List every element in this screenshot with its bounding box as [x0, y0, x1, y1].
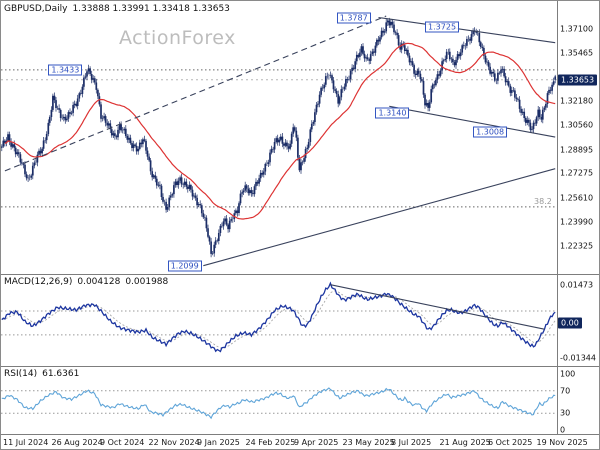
chart-symbol-timeframe: GBPUSD,Daily — [4, 4, 68, 14]
price-axis-separator — [557, 1, 558, 434]
macd-zero-tag: 0.00 — [558, 317, 582, 329]
chart-title: GBPUSD,Daily 1.33888 1.33991 1.33418 1.33… — [4, 4, 235, 14]
price-axis-tick: 1.25610 — [560, 193, 594, 203]
price-label-box: 1.3433 — [48, 64, 83, 76]
rsi-axis-tick: 70 — [560, 386, 571, 396]
current-price-tag: 1.33653 — [558, 74, 598, 86]
date-axis-label: 9 Oct 2024 — [100, 438, 145, 447]
price-label-box: 1.2099 — [167, 260, 202, 272]
rsi-indicator-plot — [1, 387, 557, 420]
price-axis-tick: 1.30560 — [560, 120, 594, 130]
macd-panel-separator — [1, 274, 599, 275]
date-axis-label: 6 Oct 2025 — [488, 438, 533, 447]
actionforex-watermark: ActionForex — [119, 27, 236, 49]
price-label-box: 1.3725 — [425, 21, 460, 33]
rsi-axis-tick: 30 — [560, 408, 571, 418]
rsi-title: RSI(14) 61.6361 — [4, 369, 84, 379]
rsi-axis-tick: 0 — [560, 425, 566, 435]
rsi-value: 61.6361 — [42, 369, 80, 379]
date-axis-label: 8 Jul 2025 — [391, 438, 432, 447]
chart-ohlc-values: 1.33888 1.33991 1.33418 1.33653 — [72, 4, 230, 14]
price-axis-tick: 1.32180 — [560, 96, 594, 106]
macd-value: 0.004128 — [77, 277, 121, 287]
price-axis-tick: 1.22325 — [560, 241, 594, 251]
macd-label: MACD(12,26,9) — [4, 277, 73, 287]
macd-title: MACD(12,26,9) 0.004128 0.001988 — [4, 277, 173, 287]
rsi-panel-separator — [1, 366, 599, 367]
price-axis-tick: 1.37100 — [560, 24, 594, 34]
price-label-box: 1.3787 — [336, 12, 371, 24]
date-axis-label: 24 Feb 2025 — [245, 438, 296, 447]
date-axis-label: 21 Aug 2025 — [439, 438, 491, 447]
rsi-label: RSI(14) — [4, 369, 38, 379]
price-axis-tick: 1.27275 — [560, 168, 594, 178]
date-axis-separator — [1, 434, 599, 435]
price-axis-tick: 1.35465 — [560, 48, 594, 58]
date-axis-label: 19 Nov 2025 — [536, 438, 588, 447]
macd-axis-tick: -0.01344 — [560, 353, 596, 363]
macd-axis-tick: 0.01473 — [560, 280, 594, 290]
rsi-axis-tick: 100 — [560, 369, 576, 379]
date-axis-label: 9 Apr 2025 — [294, 438, 339, 447]
macd-signal-value: 0.001988 — [125, 277, 169, 287]
date-axis-label: 11 Jul 2024 — [3, 438, 49, 447]
fib-level-label: 38.2 — [534, 196, 552, 206]
date-axis-label: 26 Aug 2024 — [51, 438, 103, 447]
date-axis-label: 22 Nov 2024 — [148, 438, 200, 447]
macd-indicator-plot — [1, 281, 557, 353]
price-label-box: 1.3008 — [473, 126, 508, 138]
price-axis-tick: 1.28895 — [560, 145, 594, 155]
date-axis-label: 9 Jan 2025 — [197, 438, 240, 447]
price-label-box: 1.3140 — [375, 107, 410, 119]
main-price-plot — [1, 15, 557, 267]
price-axis-tick: 1.23990 — [560, 217, 594, 227]
date-axis-label: 23 May 2025 — [342, 438, 395, 447]
